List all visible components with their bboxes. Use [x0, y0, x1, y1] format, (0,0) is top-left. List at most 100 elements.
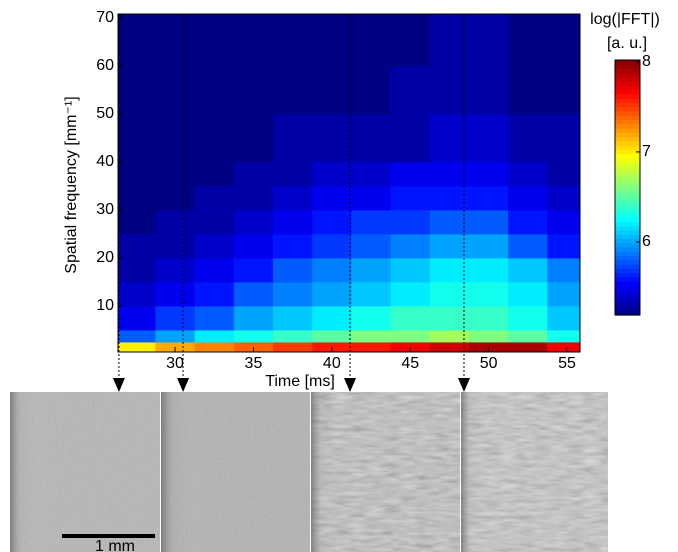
colorbar-band — [615, 94, 640, 99]
heat-cell — [508, 65, 548, 115]
heat-cell — [273, 281, 313, 307]
heat-cell — [508, 305, 548, 331]
heat-cell — [233, 185, 274, 211]
heat-cell — [312, 161, 352, 187]
heat-cell — [547, 161, 581, 187]
heat-cell — [429, 257, 470, 283]
snapshot-arrow — [457, 378, 470, 392]
heat-cell — [233, 209, 274, 235]
heat-cell — [312, 305, 352, 331]
snapshot-shade — [161, 392, 206, 552]
heat-cell — [429, 65, 470, 115]
heat-cell — [547, 14, 581, 67]
heat-cell — [273, 65, 313, 115]
heat-cell — [351, 233, 392, 259]
heat-cell — [429, 329, 470, 343]
heat-cell — [118, 185, 156, 211]
heat-cell — [233, 113, 274, 163]
heat-cell — [312, 113, 352, 163]
heat-cell — [273, 233, 313, 259]
heat-cell — [508, 209, 548, 235]
heat-cell — [547, 305, 581, 331]
snapshot-shade — [461, 392, 496, 552]
heat-cell — [429, 341, 470, 353]
heat-cell — [508, 113, 548, 163]
colorbar-band — [615, 298, 640, 303]
colorbar-band — [615, 72, 640, 78]
heat-cell — [351, 113, 392, 163]
heat-cell — [508, 257, 548, 283]
heat-cell — [469, 185, 509, 211]
heat-cell — [194, 305, 235, 331]
heat-cell — [547, 65, 581, 115]
colorbar-tick-label: 6 — [642, 233, 651, 250]
heat-cell — [469, 305, 509, 331]
snapshots: 1 mm — [10, 392, 608, 552]
heat-cell — [194, 209, 235, 235]
heat-cell — [194, 257, 235, 283]
heat-cell — [233, 233, 274, 259]
colorbar-band — [615, 264, 640, 269]
heat-cell — [508, 329, 548, 343]
colorbar-band — [615, 111, 640, 116]
colorbar-unit: [a. u.] — [607, 35, 647, 52]
heat-cell — [312, 257, 352, 283]
heat-cell — [155, 185, 196, 211]
heat-cell — [194, 185, 235, 211]
x-tick-label: 35 — [245, 355, 263, 372]
colorbar-frame — [614, 59, 641, 316]
heat-cell — [273, 341, 313, 353]
heat-cell — [312, 185, 352, 211]
heat-cell — [194, 281, 235, 307]
colorbar-band — [615, 310, 640, 316]
heat-cell — [469, 113, 509, 163]
scale-bar-label: 1 mm — [95, 538, 135, 552]
heat-cell — [390, 185, 431, 211]
colorbar-band — [615, 128, 640, 133]
heat-cell — [118, 257, 156, 283]
colorbar-band — [615, 234, 640, 240]
colorbar-band — [615, 140, 640, 146]
heat-cell — [547, 329, 581, 343]
colorbar-band — [615, 238, 640, 244]
heat-cell — [469, 233, 509, 259]
colorbar-band — [615, 132, 640, 138]
heat-cell — [118, 209, 156, 235]
colorbar-band — [615, 221, 640, 227]
heat-cell — [547, 113, 581, 163]
colorbar-band — [615, 247, 640, 252]
heat-cell — [508, 161, 548, 187]
heat-cell — [155, 233, 196, 259]
heat-cell — [469, 329, 509, 343]
heat-cell — [194, 329, 235, 343]
x-axis-label: Time [ms] — [265, 373, 335, 390]
heat-cell — [390, 257, 431, 283]
heat-cell — [547, 185, 581, 211]
y-tick-label: 50 — [96, 105, 114, 122]
colorbar-title: log(|FFT|) — [590, 11, 660, 28]
heat-cell — [390, 161, 431, 187]
colorbar-band — [615, 179, 640, 184]
heat-cell — [233, 65, 274, 115]
colorbar-band — [615, 183, 640, 189]
heat-cell — [508, 281, 548, 307]
heat-cell — [155, 14, 196, 67]
colorbar-band — [615, 225, 640, 231]
heat-cell — [351, 14, 392, 67]
colorbar-band — [615, 149, 640, 155]
plot-frame — [117, 13, 581, 353]
heat-cell — [351, 257, 392, 283]
colorbar-band — [615, 60, 640, 65]
colorbar-band — [615, 302, 640, 308]
heat-cell — [155, 305, 196, 331]
heat-cell — [233, 14, 274, 67]
heat-cell — [429, 185, 470, 211]
colorbar-band — [615, 276, 640, 282]
heat-cell — [351, 161, 392, 187]
colorbar-band — [615, 77, 640, 82]
heat-cell — [469, 161, 509, 187]
heat-cell — [547, 209, 581, 235]
heat-cell — [273, 305, 313, 331]
heat-cell — [233, 281, 274, 307]
heat-cell — [155, 113, 196, 163]
